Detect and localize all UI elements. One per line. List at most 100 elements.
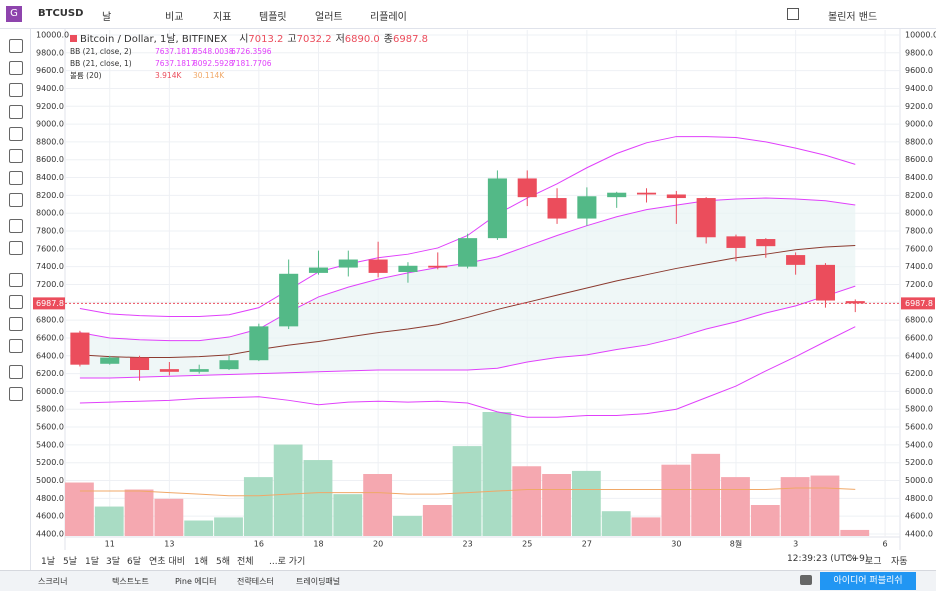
candle-body	[487, 178, 507, 239]
volume-bar	[542, 474, 571, 536]
ohlc-value: 7032.2	[297, 34, 332, 45]
volume-bar	[840, 529, 870, 536]
range-button[interactable]: 5날	[63, 557, 78, 567]
range-button[interactable]: 1해	[194, 557, 209, 567]
tool[interactable]	[9, 171, 23, 185]
x-tick-label: 8월	[730, 539, 742, 549]
logo[interactable]: G	[6, 6, 22, 22]
right-tick-label: 7200.0	[905, 280, 933, 289]
tool[interactable]	[9, 339, 23, 353]
tool[interactable]	[9, 83, 23, 97]
volume-bar	[452, 446, 482, 536]
right-tick-label: 5800.0	[905, 405, 933, 414]
volume-bar	[571, 470, 601, 536]
band-line	[79, 245, 856, 359]
tool[interactable]	[9, 219, 23, 233]
range-button[interactable]: 5해	[216, 557, 231, 567]
range-button[interactable]: 1달	[85, 557, 100, 567]
last-price-label: 6987.8	[905, 299, 933, 308]
volume-bar	[184, 520, 214, 536]
publish-button[interactable]: 아이디어 퍼블리쉬	[820, 572, 916, 590]
camera-icon[interactable]	[800, 575, 812, 585]
volume-bar	[333, 494, 363, 536]
templates[interactable]: 템플릿	[259, 12, 287, 23]
study-name: BB (21, close, 2)	[70, 47, 132, 56]
study-selector[interactable]: 볼린저 밴드	[828, 12, 878, 23]
volume-bar	[631, 517, 661, 536]
volume-bar	[214, 517, 243, 536]
tool[interactable]	[9, 365, 23, 379]
percent-toggle[interactable]: %	[848, 554, 857, 564]
study-name: BB (21, close, 1)	[70, 59, 132, 68]
tab[interactable]: Pine 에디터	[175, 577, 217, 586]
goto-button[interactable]: ...로 가기	[269, 557, 306, 567]
tool[interactable]	[9, 387, 23, 401]
replay[interactable]: 리플레이	[370, 12, 407, 23]
volume-bar	[601, 511, 631, 536]
ohlc-value: 6987.8	[393, 34, 428, 45]
study-value: 30.114K	[193, 71, 225, 80]
candle-body	[577, 196, 597, 219]
candle-body	[70, 332, 90, 365]
tool[interactable]	[9, 61, 23, 75]
bottom-tabs: 아이디어 퍼블리쉬 스크리너 텍스트노트 Pine 에디터 전략테스터 트레이딩패널	[0, 570, 936, 591]
x-tick-label: 16	[254, 540, 264, 549]
indicators[interactable]: 지표	[213, 12, 232, 23]
tool[interactable]	[9, 193, 23, 207]
study-value: 8092.5928	[193, 59, 234, 68]
tool[interactable]	[9, 241, 23, 255]
compare[interactable]: 비교	[165, 12, 184, 23]
right-tick-label: 6600.0	[905, 333, 933, 342]
ohlc-value: 7013.2	[248, 34, 283, 45]
candle-body	[458, 238, 478, 267]
interval[interactable]: 날	[102, 12, 112, 23]
tool[interactable]	[9, 39, 23, 53]
legend-title: Bitcoin / Dollar, 1날, BITFINEX	[80, 33, 227, 45]
candle-body	[756, 239, 776, 247]
left-tick-label: 8200.0	[36, 191, 64, 200]
tab[interactable]: 텍스트노트	[112, 577, 149, 586]
candle-body	[607, 192, 627, 198]
tool[interactable]	[9, 105, 23, 119]
tab[interactable]: 스크리너	[38, 577, 68, 586]
right-tick-label: 7400.0	[905, 262, 933, 271]
log-toggle[interactable]: 로그	[865, 557, 882, 567]
range-button[interactable]: 3달	[106, 557, 121, 567]
tool[interactable]	[9, 273, 23, 287]
last-price-tag	[901, 297, 935, 310]
left-tick-label: 6200.0	[36, 369, 64, 378]
tool[interactable]	[9, 127, 23, 141]
top-toolbar: G BTCUSD 날 비교 지표 템플릿 얼러트 리플레이 볼린저 밴드	[0, 0, 936, 29]
range-button[interactable]: 전체	[237, 557, 254, 567]
x-tick-label: 13	[164, 540, 174, 549]
left-tick-label: 6000.0	[36, 387, 64, 396]
range-button[interactable]: 6달	[127, 557, 142, 567]
candle-body	[189, 369, 209, 372]
alerts[interactable]: 얼러트	[315, 12, 343, 23]
tool[interactable]	[9, 295, 23, 309]
volume-bar	[661, 464, 691, 536]
x-tick-label: 18	[313, 540, 323, 549]
tab[interactable]: 전략테스터	[237, 577, 274, 586]
ohlc-value: 6890.0	[345, 34, 380, 45]
range-button[interactable]: 1날	[41, 557, 56, 567]
tab[interactable]: 트레이딩패널	[296, 577, 341, 586]
volume-bar	[482, 412, 512, 536]
band-line	[79, 326, 856, 418]
ohlc-label: 시	[239, 33, 248, 45]
right-tick-label: 5400.0	[905, 440, 933, 449]
right-tick-label: 6200.0	[905, 369, 933, 378]
left-tick-label: 9200.0	[36, 102, 64, 111]
x-tick-label: 30	[671, 540, 681, 549]
tool[interactable]	[9, 149, 23, 163]
left-tick-label: 5000.0	[36, 476, 64, 485]
tool[interactable]	[9, 317, 23, 331]
symbol[interactable]: BTCUSD	[38, 8, 84, 19]
right-tick-label: 5000.0	[905, 476, 933, 485]
chart: 4400.0 4400.0 4600.0 4600.0 4800.0 4800.0 5000…	[33, 29, 936, 550]
range-button[interactable]: 연초 대비	[149, 557, 185, 567]
checkbox[interactable]	[787, 8, 799, 20]
left-tick-label: 4400.0	[36, 529, 64, 538]
left-tick-label: 8400.0	[36, 173, 64, 182]
auto-toggle[interactable]: 자동	[891, 557, 908, 567]
